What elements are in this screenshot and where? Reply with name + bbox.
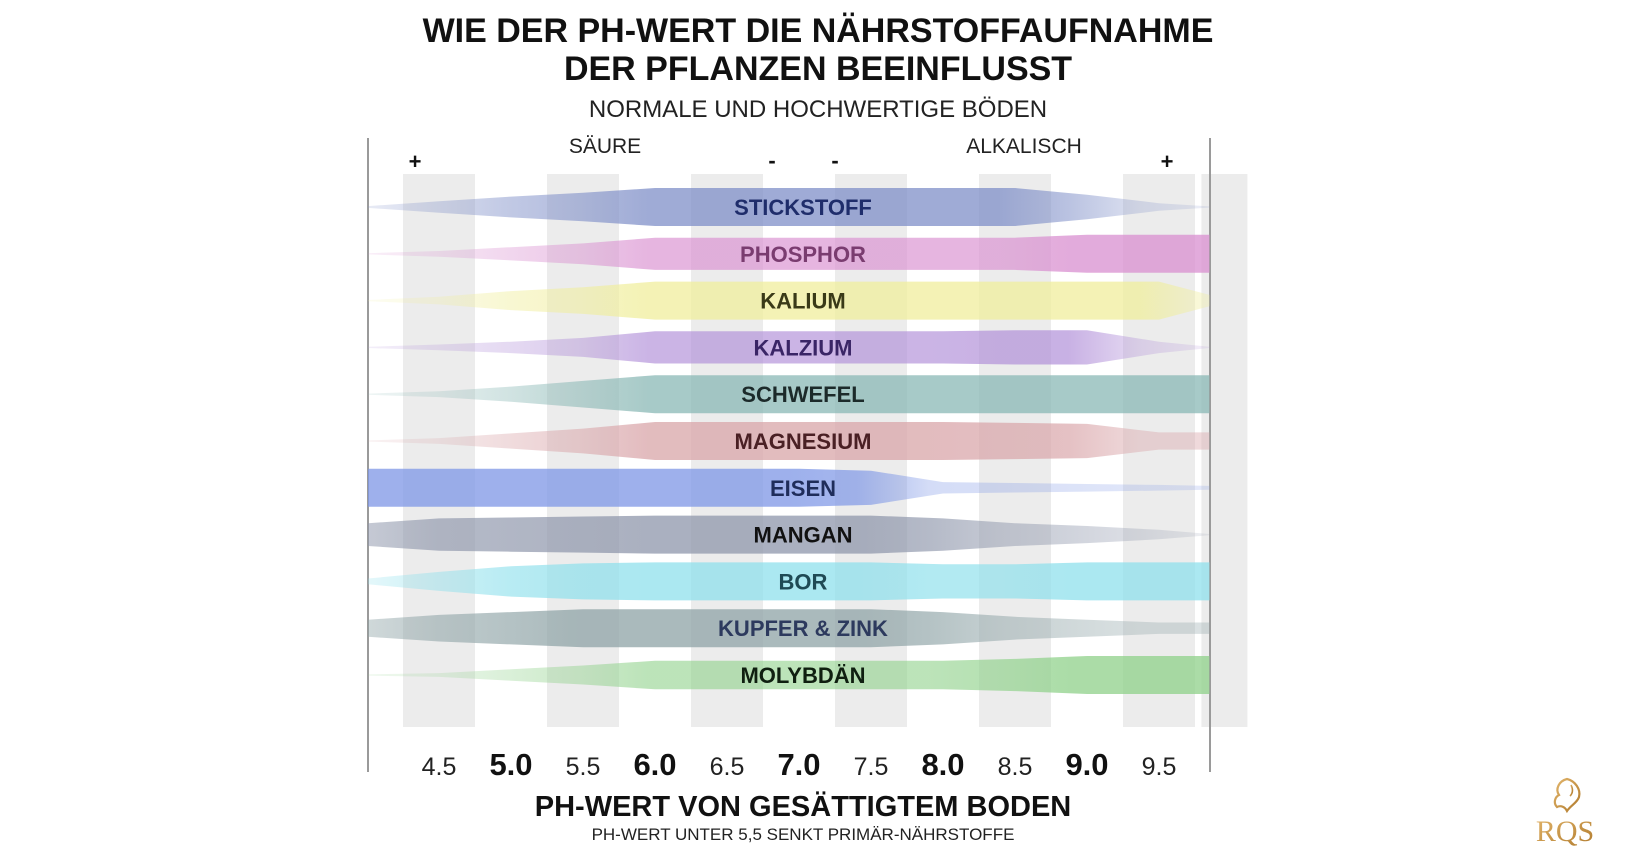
nutrient-label: STICKSTOFF bbox=[734, 195, 872, 220]
x-tick-label-minor: 4.5 bbox=[422, 753, 457, 781]
nutrient-label: MAGNESIUM bbox=[735, 429, 872, 454]
nutrient-bands bbox=[368, 188, 1210, 694]
marker-minus-mid-left: - bbox=[768, 148, 775, 173]
x-axis-label: PH-WERT VON GESÄTTIGTEM BODEN bbox=[535, 790, 1072, 823]
nutrient-label: KUPFER & ZINK bbox=[718, 616, 888, 641]
x-tick-label-minor: 5.5 bbox=[566, 753, 601, 781]
zone-acid-label: SÄURE bbox=[569, 135, 641, 158]
x-tick-label-major: 8.0 bbox=[921, 747, 964, 782]
nutrient-band bbox=[368, 375, 1210, 414]
nutrient-labels: STICKSTOFF PHOSPHOR KALIUM KALZIUM SCHWEFEL M… bbox=[718, 195, 888, 688]
frame-lines bbox=[367, 138, 1211, 772]
nutrient-band bbox=[368, 281, 1210, 320]
x-tick-label-minor: 9.5 bbox=[1142, 753, 1177, 781]
x-axis-ticks: 4.5 5.0 5.5 6.0 6.5 7.0 7.5 8.0 8.5 9.0 9.5 bbox=[422, 747, 1177, 782]
nutrient-band bbox=[368, 656, 1210, 694]
svg-text:RQS: RQS bbox=[1536, 815, 1594, 848]
x-tick-label-major: 7.0 bbox=[777, 747, 820, 782]
nutrient-band bbox=[368, 422, 1210, 460]
chart-subtitle: NORMALE UND HOCHWERTIGE BÖDEN bbox=[589, 96, 1047, 123]
nutrient-label: SCHWEFEL bbox=[741, 382, 864, 407]
x-tick-label-minor: 8.5 bbox=[998, 753, 1033, 781]
nutrient-band bbox=[368, 609, 1210, 648]
x-tick-label-minor: 6.5 bbox=[710, 753, 745, 781]
nutrient-band bbox=[368, 234, 1210, 273]
nutrient-band bbox=[368, 330, 1210, 365]
nutrient-label: MANGAN bbox=[754, 523, 853, 548]
marker-plus-right: + bbox=[1161, 149, 1174, 174]
x-axis-note: PH-WERT UNTER 5,5 SENKT PRIMÄR-NÄHRSTOFF… bbox=[592, 825, 1015, 844]
chart-title-line-1: WIE DER PH-WERT DIE NÄHRSTOFFAUFNAHME bbox=[423, 12, 1214, 50]
marker-minus-mid-right: - bbox=[831, 148, 838, 173]
nutrient-label: EISEN bbox=[770, 476, 836, 501]
x-tick-label-minor: 7.5 bbox=[854, 753, 889, 781]
nutrient-label: KALIUM bbox=[760, 289, 846, 314]
rqs-logo: RQS bbox=[1536, 777, 1594, 848]
x-tick-label-major: 6.0 bbox=[633, 747, 676, 782]
zone-alkaline-label: ALKALISCH bbox=[966, 135, 1082, 158]
nutrient-band bbox=[368, 562, 1210, 601]
nutrient-band bbox=[368, 515, 1210, 554]
chart-title-line-2: DER PFLANZEN BEEINFLUSST bbox=[564, 50, 1072, 88]
nutrient-label: PHOSPHOR bbox=[740, 242, 866, 267]
x-tick-label-major: 9.0 bbox=[1065, 747, 1108, 782]
x-tick-label-major: 5.0 bbox=[489, 747, 532, 782]
marker-plus-left: + bbox=[409, 149, 422, 174]
nutrient-label: MOLYBDÄN bbox=[740, 663, 865, 688]
nutrient-label: KALZIUM bbox=[754, 335, 853, 360]
nutrient-label: BOR bbox=[779, 569, 828, 594]
nutrient-band bbox=[368, 468, 1210, 507]
nutrient-band bbox=[368, 188, 1210, 226]
